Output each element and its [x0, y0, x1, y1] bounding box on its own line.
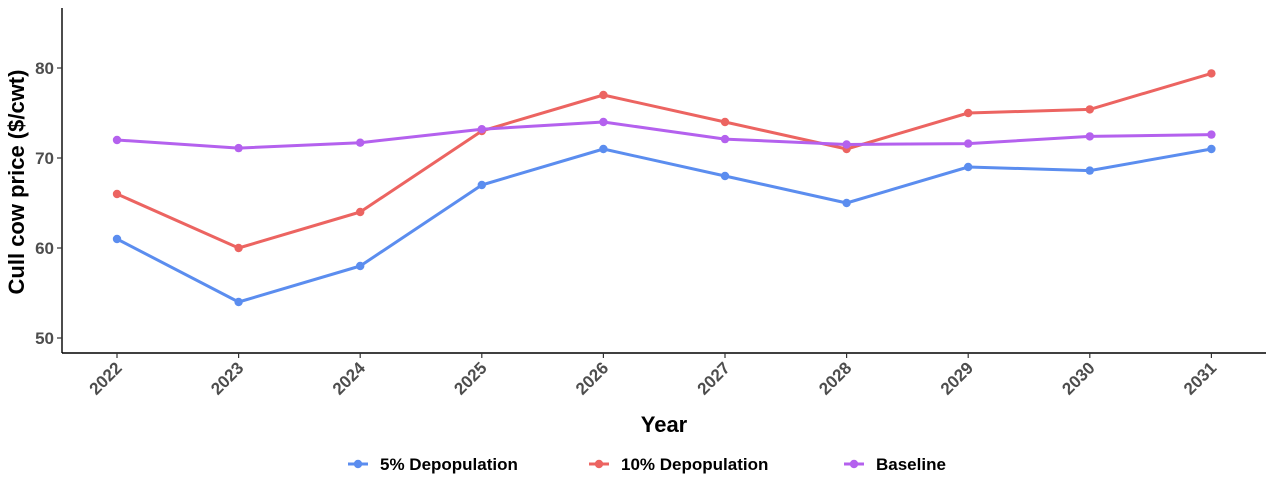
- y-axis-title: Cull cow price ($/cwt): [4, 70, 29, 295]
- x-tick-label: 2031: [1180, 358, 1220, 398]
- legend-label: 5% Depopulation: [380, 455, 518, 474]
- data-point: [599, 90, 608, 100]
- legend-item-2: 10% Depopulation: [589, 455, 768, 474]
- data-point: [599, 117, 608, 127]
- x-axis-title: Year: [641, 412, 688, 437]
- x-tick-label: 2028: [815, 358, 855, 398]
- y-tick-label: 80: [35, 59, 54, 78]
- x-tick-label: 2027: [694, 358, 734, 398]
- data-point: [842, 198, 851, 208]
- data-point: [356, 138, 365, 147]
- y-axis-ticks: 50 60 70 80: [35, 59, 62, 348]
- legend-item-3: Baseline: [844, 455, 946, 474]
- y-tick-label: 50: [35, 329, 54, 348]
- x-tick-label: 2029: [937, 358, 977, 398]
- data-point: [234, 297, 243, 307]
- data-point: [1207, 144, 1216, 154]
- series-line-2: [115, 71, 1213, 250]
- data-point: [356, 207, 365, 217]
- x-tick-label: 2023: [207, 358, 247, 398]
- x-tick-label: 2025: [450, 358, 490, 398]
- x-axis-ticks: 2022 2023 2024 2025 2026 2027 2028 2029 2030 2031: [86, 353, 1220, 399]
- series-line-1: [115, 147, 1213, 304]
- data-point: [842, 140, 851, 149]
- data-point: [1085, 166, 1095, 175]
- y-tick-label: 60: [35, 239, 54, 258]
- x-tick-label: 2022: [86, 358, 126, 398]
- data-point: [112, 135, 122, 145]
- data-point: [1207, 69, 1216, 78]
- legend: 5% Depopulation 10% Depopulation Baseline: [348, 455, 946, 474]
- data-point: [1207, 130, 1216, 139]
- legend-swatch-dot: [353, 459, 363, 469]
- data-point: [1085, 105, 1095, 114]
- data-point: [599, 144, 608, 154]
- x-tick-label: 2026: [572, 358, 612, 398]
- y-tick-label: 70: [35, 149, 54, 168]
- data-point: [964, 108, 973, 118]
- series-line-3: [115, 120, 1213, 150]
- legend-label: 10% Depopulation: [621, 455, 768, 474]
- legend-swatch-dot: [849, 459, 859, 469]
- data-point: [477, 180, 486, 190]
- data-point: [477, 125, 486, 134]
- data-point: [112, 234, 122, 244]
- data-point: [112, 189, 122, 199]
- x-tick-label: 2030: [1058, 358, 1098, 398]
- legend-swatch-dot: [594, 459, 604, 469]
- data-point: [964, 139, 973, 148]
- data-point: [356, 261, 365, 271]
- data-point: [1085, 132, 1095, 141]
- data-point: [964, 162, 973, 172]
- legend-item-1: 5% Depopulation: [348, 455, 518, 474]
- data-point: [720, 171, 730, 181]
- data-point: [720, 134, 730, 144]
- legend-label: Baseline: [876, 455, 946, 474]
- data-point: [720, 117, 730, 127]
- data-point: [234, 243, 243, 253]
- x-tick-label: 2024: [329, 358, 370, 399]
- plot-area: [112, 69, 1216, 307]
- data-point: [234, 143, 243, 153]
